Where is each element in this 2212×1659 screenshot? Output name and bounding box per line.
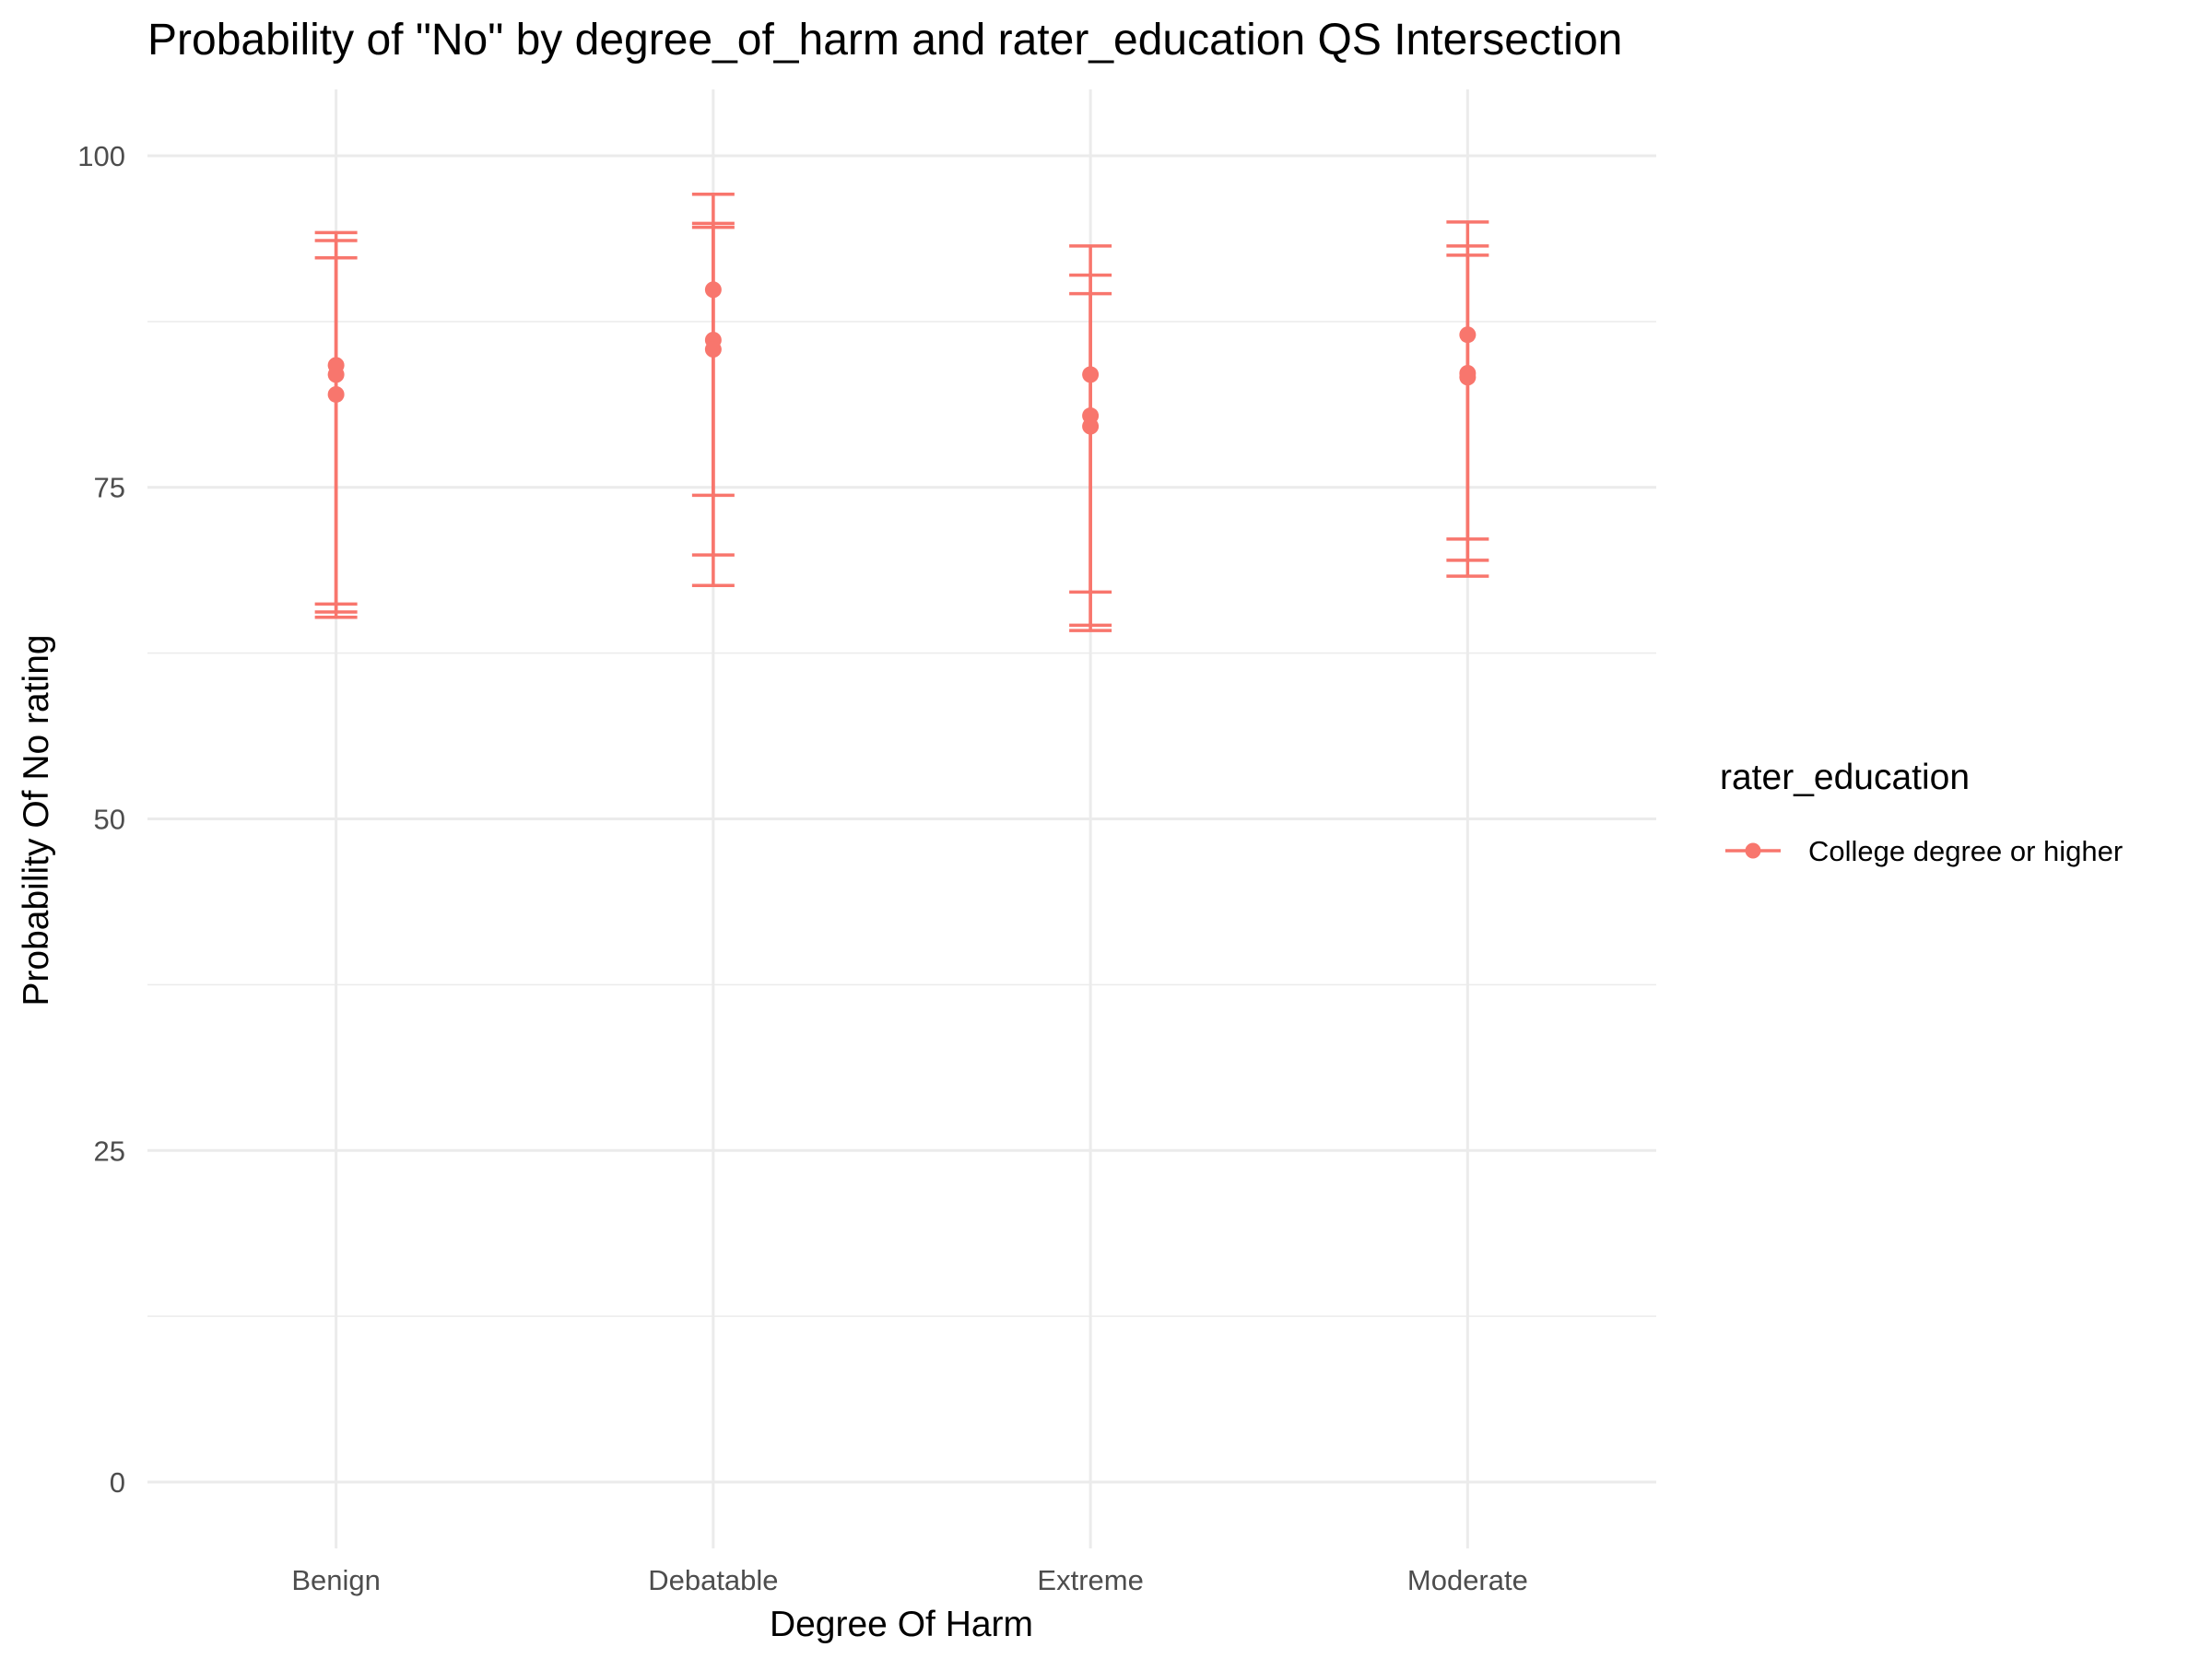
- plot-panel: [147, 89, 1656, 1548]
- x-tick-label: Benign: [291, 1564, 381, 1596]
- x-tick-label: Moderate: [1407, 1564, 1528, 1596]
- data-point: [327, 385, 345, 403]
- data-point: [704, 341, 722, 359]
- data-point: [1082, 418, 1100, 435]
- x-axis-title: Degree Of Harm: [770, 1605, 1033, 1644]
- y-tick-label: 0: [110, 1466, 125, 1499]
- y-tick-label: 25: [94, 1135, 125, 1167]
- y-tick-label: 75: [94, 472, 125, 504]
- y-axis-ticks: 0 25 50 75 100: [77, 140, 125, 1499]
- y-axis-title: Probability Of No rating: [17, 634, 56, 1006]
- data-point: [327, 366, 345, 383]
- legend: rater_education College degree or higher: [1720, 758, 2123, 867]
- legend-title: rater_education: [1720, 758, 1970, 797]
- data-point: [1459, 369, 1477, 386]
- minor-gridlines: [147, 321, 1656, 1317]
- major-gridlines: [147, 89, 1656, 1548]
- y-tick-label: 100: [77, 140, 125, 172]
- chart-title: Probability of "No" by degree_of_harm an…: [147, 16, 1622, 65]
- legend-key-point: [1745, 842, 1761, 859]
- data-marks: [314, 192, 1489, 632]
- legend-entry-label: College degree or higher: [1808, 835, 2123, 867]
- x-tick-label: Extreme: [1037, 1564, 1143, 1596]
- data-point: [1082, 366, 1100, 383]
- x-axis-ticks: Benign Debatable Extreme Moderate: [291, 1564, 1528, 1596]
- data-point: [1459, 326, 1477, 344]
- x-tick-label: Debatable: [648, 1564, 778, 1596]
- y-tick-label: 50: [94, 804, 125, 836]
- data-point: [704, 281, 722, 299]
